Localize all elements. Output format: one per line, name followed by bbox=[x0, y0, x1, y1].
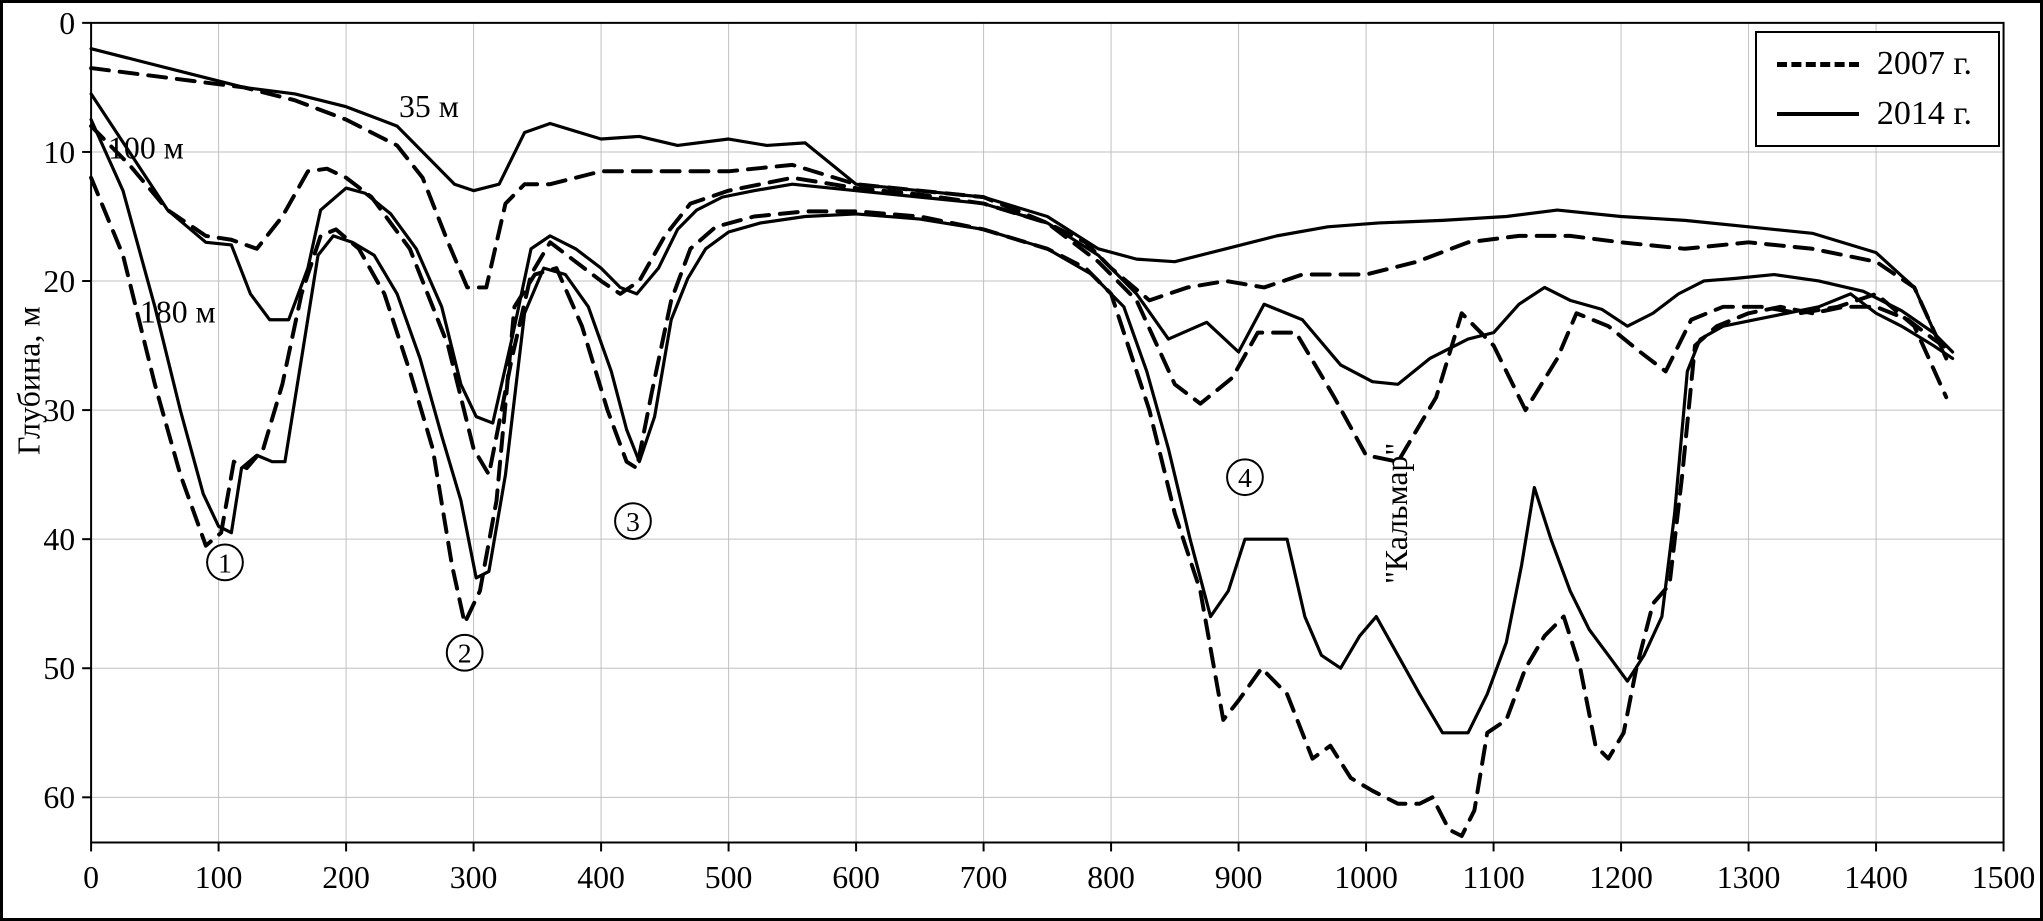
series-line-2014-35м bbox=[89, 47, 1948, 361]
x-tick-label: 1400 bbox=[1844, 860, 1908, 895]
x-tick-label: 0 bbox=[83, 860, 99, 895]
annotation-text-marker-1: 1 bbox=[218, 548, 232, 579]
x-tick-label: 1500 bbox=[1972, 860, 2036, 895]
annotation-text-label-180m: 180 м bbox=[140, 294, 216, 329]
x-tick-label: 1000 bbox=[1334, 860, 1398, 895]
x-tick-label: 1100 bbox=[1462, 860, 1524, 895]
annotation-text-label-kalmar: "Кальмар" bbox=[1379, 443, 1414, 584]
y-tick-label: 30 bbox=[43, 393, 75, 428]
x-tick-label: 300 bbox=[450, 860, 498, 895]
annotation-circle-marker-4 bbox=[1226, 458, 1264, 497]
annotation-text-marker-4: 4 bbox=[1238, 463, 1252, 494]
annotation-circle-marker-3 bbox=[614, 502, 652, 540]
x-tick-label: 200 bbox=[322, 860, 370, 895]
x-tick-label: 500 bbox=[705, 860, 753, 895]
solid-line-sample-icon bbox=[1776, 112, 1859, 116]
series-line-2014-180м bbox=[89, 118, 1955, 735]
legend-label-2007: 2007 г. bbox=[1876, 45, 1972, 82]
x-tick-label: 800 bbox=[1087, 860, 1135, 895]
legend: 2007 г. 2014 г. bbox=[1754, 31, 2000, 147]
legend-label-2014: 2014 г. bbox=[1876, 95, 1972, 132]
y-tick-label: 60 bbox=[43, 780, 75, 815]
dashed-line-sample-icon bbox=[1776, 61, 1859, 67]
x-tick-label: 1300 bbox=[1717, 860, 1781, 895]
annotation-text-label-100m: 100 м bbox=[108, 130, 184, 165]
y-tick-label: 40 bbox=[43, 522, 75, 557]
annotation-circle-marker-2 bbox=[445, 633, 484, 672]
annotation-text-marker-3: 3 bbox=[626, 507, 640, 538]
legend-item-2014: 2014 г. bbox=[1776, 95, 1972, 132]
x-tick-label: 700 bbox=[960, 860, 1008, 895]
series-line-2014-100м bbox=[89, 92, 1955, 425]
x-tick-label: 100 bbox=[195, 860, 243, 895]
annotation-text-label-35m: 35 м bbox=[399, 89, 459, 124]
y-tick-label: 10 bbox=[43, 135, 75, 170]
y-tick-label: 50 bbox=[43, 651, 75, 686]
x-tick-label: 1200 bbox=[1589, 860, 1653, 895]
x-tick-label: 900 bbox=[1215, 860, 1263, 895]
annotation-circle-marker-1 bbox=[206, 543, 244, 582]
y-axis-title: Глубина, м bbox=[10, 306, 47, 455]
plot-frame bbox=[90, 21, 2005, 844]
depth-profile-chart: 0 100 200 300 400 500 600 700 800 900 1000 1100 1200… bbox=[43, 6, 2036, 895]
series-line-2007-180м bbox=[89, 175, 1955, 839]
x-tick-label: 400 bbox=[577, 860, 625, 895]
y-tick-label: 0 bbox=[59, 6, 75, 41]
y-tick-label: 20 bbox=[43, 264, 75, 299]
annotation-text-marker-2: 2 bbox=[458, 639, 472, 670]
legend-item-2007: 2007 г. bbox=[1776, 45, 1972, 82]
x-tick-label: 600 bbox=[832, 860, 880, 895]
